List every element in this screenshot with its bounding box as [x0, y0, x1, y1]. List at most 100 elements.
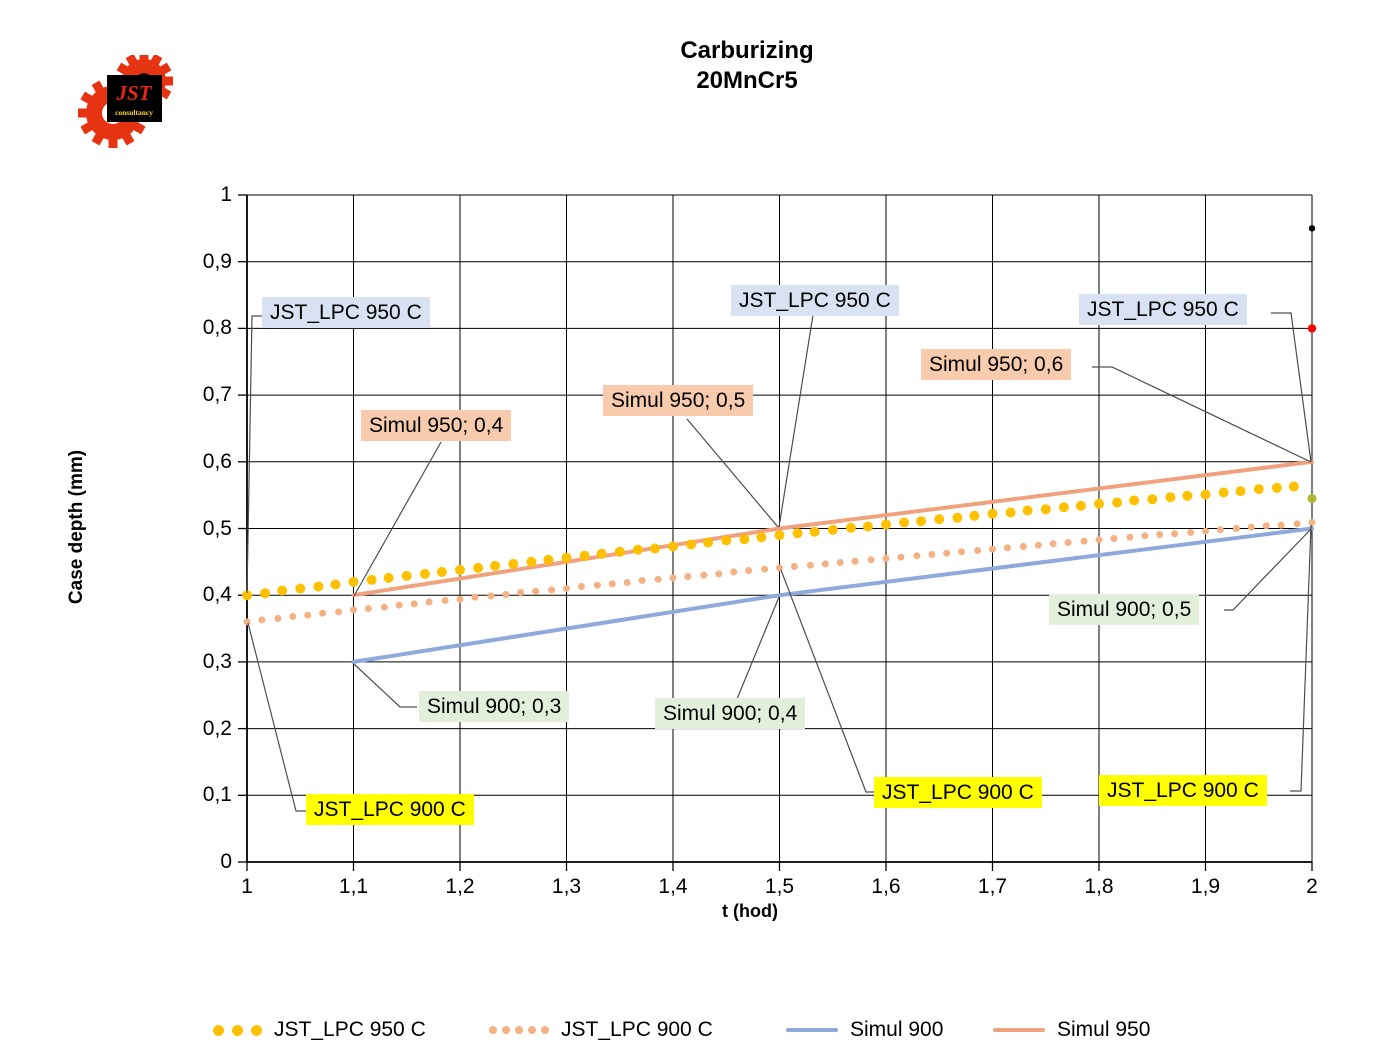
legend-dot-swatch — [528, 1026, 536, 1034]
callout-line — [780, 569, 874, 793]
series-dot-jst_lpc-900-c — [456, 595, 464, 603]
legend-item-simul-950: Simul 950 — [993, 1014, 1150, 1046]
series-dot-jst_lpc-900-c — [684, 573, 692, 580]
jst-logo: JST consultancy — [78, 55, 173, 148]
series-dot-jst_lpc-950-c — [862, 521, 873, 532]
series-dot-jst_lpc-900-c — [1202, 527, 1209, 535]
y-axis-title: Case depth (mm) — [66, 449, 87, 605]
callout-line — [1092, 366, 1312, 463]
series-dot-jst_lpc-950-c — [1200, 489, 1211, 500]
chart-title: Carburizing 20MnCr5 — [447, 36, 1047, 96]
series-dot-jst_lpc-950-c — [436, 566, 447, 577]
legend-swatch-blue-line — [786, 1028, 838, 1032]
legend-dot-swatch — [502, 1026, 510, 1034]
legend-swatch-salmon-line — [993, 1028, 1045, 1032]
legend-dot-swatch — [251, 1024, 262, 1036]
series-dot-jst_lpc-900-c — [1141, 532, 1149, 540]
series-dot-jst_lpc-950-c — [1235, 486, 1246, 497]
series-dot-jst_lpc-950-c — [1058, 502, 1069, 513]
series-dot-jst_lpc-900-c — [1110, 535, 1118, 542]
series-dot-jst_lpc-900-c — [989, 545, 996, 553]
series-dot-jst_lpc-950-c — [756, 532, 767, 543]
series-dot-jst_lpc-900-c — [943, 549, 951, 557]
series-dot-jst_lpc-950-c — [508, 558, 519, 569]
legend-swatch-yellow-dots — [213, 1024, 262, 1036]
callout-line — [247, 622, 306, 812]
series-dot-jst_lpc-950-c — [277, 585, 288, 596]
series-dot-jst_lpc-900-c — [669, 574, 677, 582]
logo-text-consultancy: consultancy — [115, 108, 153, 117]
series-dot-jst_lpc-950-c — [1182, 490, 1193, 501]
series-dot-jst_lpc-900-c — [776, 564, 783, 572]
series-dot-jst_lpc-900-c — [654, 575, 662, 583]
series-dot-jst_lpc-900-c — [608, 580, 616, 588]
series-dot-jst_lpc-950-c — [455, 564, 465, 575]
legend-dot-swatch — [489, 1026, 497, 1034]
series-dot-jst_lpc-950-c — [383, 572, 394, 583]
series-dot-jst_lpc-900-c — [730, 568, 738, 576]
series-dot-jst_lpc-950-c — [969, 510, 980, 521]
series-dot-jst_lpc-900-c — [1308, 519, 1316, 526]
callout-line — [778, 314, 814, 528]
series-dot-jst_lpc-900-c — [517, 589, 525, 596]
series-dot-jst_lpc-900-c — [851, 557, 859, 565]
series-dot-jst_lpc-950-c — [1218, 487, 1229, 498]
series-dot-jst_lpc-900-c — [1095, 536, 1103, 544]
legend-swatch-salmon-dots — [489, 1026, 549, 1034]
series-dot-jst_lpc-900-c — [1187, 529, 1195, 536]
stray-point — [1307, 324, 1317, 333]
series-dot-jst_lpc-950-c — [739, 534, 750, 545]
series-dot-jst_lpc-900-c — [821, 560, 829, 568]
series-dot-jst_lpc-950-c — [1288, 481, 1299, 492]
series-dot-jst_lpc-900-c — [1003, 544, 1011, 552]
series-dot-jst_lpc-900-c — [974, 547, 982, 554]
x-axis-title: t (hod) — [722, 901, 778, 921]
series-dot-jst_lpc-950-c — [561, 552, 572, 563]
series-dot-jst_lpc-950-c — [543, 554, 554, 565]
callout-line — [736, 596, 780, 700]
series-dot-jst_lpc-900-c — [1247, 523, 1255, 531]
logo-text-jst: JST — [115, 81, 152, 105]
series-dot-jst_lpc-950-c — [649, 543, 660, 554]
callout-line — [353, 441, 442, 597]
series-dot-jst_lpc-950-c — [1112, 497, 1123, 508]
legend-label: Simul 900 — [850, 1018, 944, 1041]
series-dot-jst_lpc-900-c — [700, 571, 708, 579]
series-dot-jst_lpc-900-c — [563, 585, 570, 592]
series-dot-jst_lpc-950-c — [348, 576, 359, 587]
series-dot-jst_lpc-950-c — [313, 581, 324, 592]
series-dot-jst_lpc-900-c — [1293, 520, 1301, 528]
legend-line-swatch — [786, 1028, 838, 1032]
series-dot-jst_lpc-900-c — [1049, 540, 1057, 548]
series-dot-jst_lpc-900-c — [425, 598, 433, 606]
series-line-simul-950 — [351, 459, 1314, 598]
series-dot-jst_lpc-900-c — [745, 567, 753, 574]
series-dot-jst_lpc-900-c — [1216, 526, 1224, 534]
series-dot-jst_lpc-900-c — [1019, 543, 1027, 550]
legend-item-simul-900: Simul 900 — [786, 1014, 943, 1046]
callout-line — [246, 315, 262, 594]
series-dot-jst_lpc-900-c — [897, 553, 905, 561]
series-dot-jst_lpc-900-c — [1232, 525, 1240, 532]
series-dot-jst_lpc-950-c — [1040, 504, 1051, 515]
series-dot-jst_lpc-900-c — [304, 611, 312, 619]
legend-dot-swatch — [213, 1024, 224, 1036]
legend-dot-swatch — [232, 1024, 243, 1036]
series-dot-jst_lpc-900-c — [319, 609, 327, 617]
series-dot-jst_lpc-900-c — [1034, 541, 1042, 549]
series-dot-jst_lpc-900-c — [258, 616, 266, 624]
series-dot-jst_lpc-950-c — [809, 526, 820, 537]
series-dot-jst_lpc-900-c — [532, 587, 540, 595]
series-dot-jst_lpc-950-c — [1005, 507, 1016, 518]
series-dot-jst_lpc-950-c — [614, 546, 625, 557]
callout-line — [686, 418, 779, 528]
series-dot-jst_lpc-950-c — [490, 560, 501, 571]
series-dot-jst_lpc-900-c — [623, 579, 631, 586]
legend-label: JST_LPC 900 C — [561, 1018, 713, 1041]
series-dot-jst_lpc-950-c — [686, 539, 697, 550]
callout-line — [1271, 312, 1312, 463]
series-dot-jst_lpc-900-c — [761, 565, 769, 573]
legend: JST_LPC 950 C JST_LPC 900 C Simul 900 Si… — [0, 1014, 1379, 1050]
series-dot-jst_lpc-900-c — [882, 555, 890, 562]
